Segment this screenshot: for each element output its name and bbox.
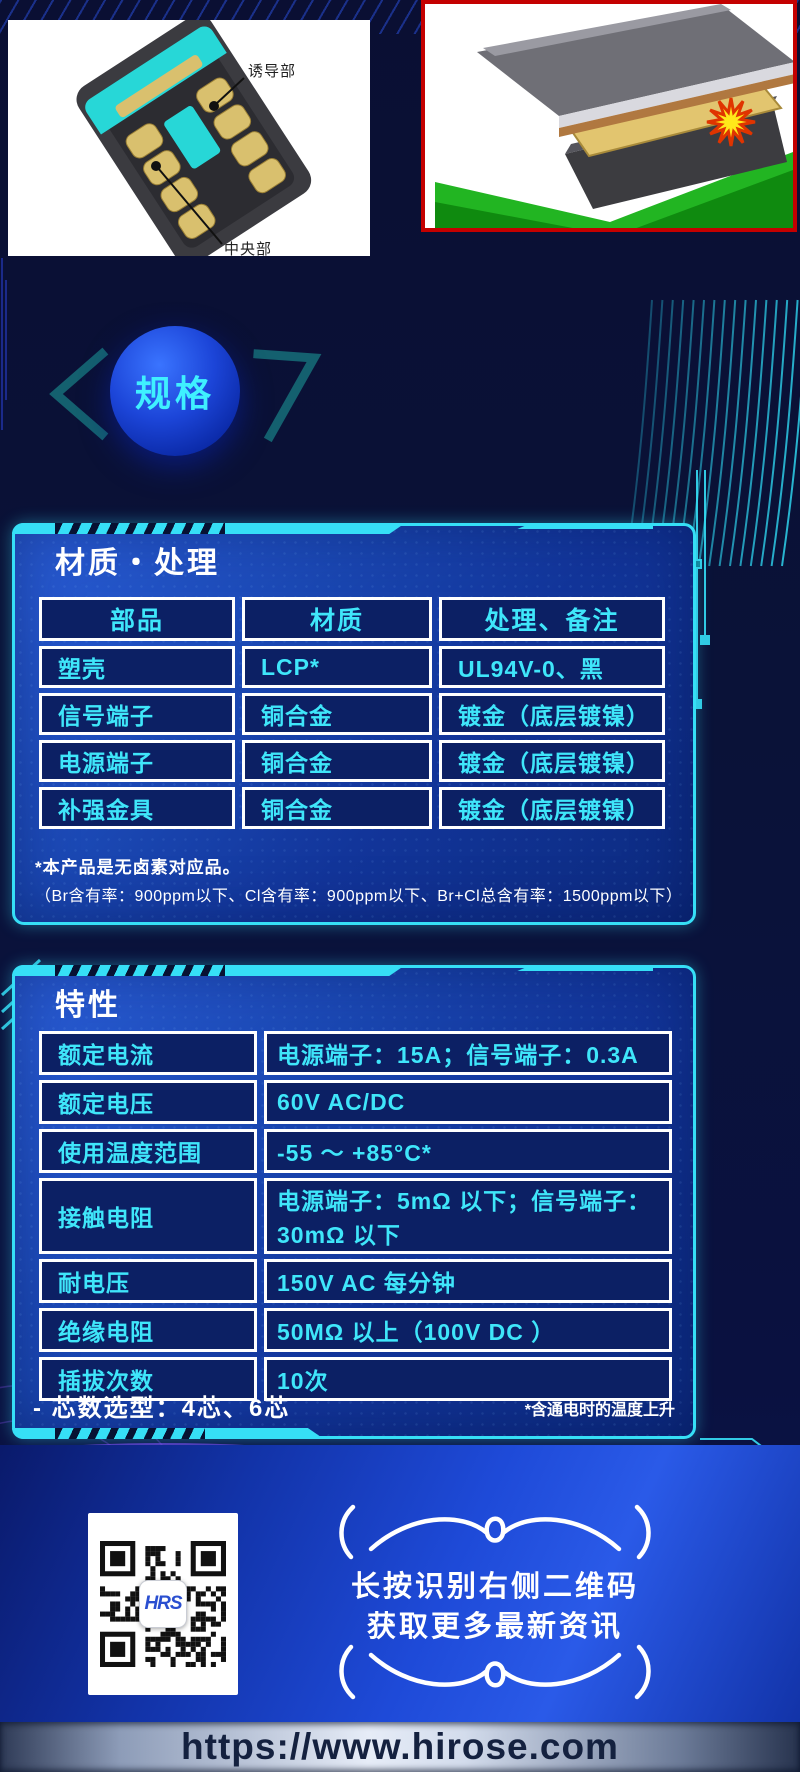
mating-warning-image: [421, 0, 797, 232]
spec-value: 电源端子：5mΩ 以下；信号端子：30mΩ 以下: [264, 1178, 672, 1254]
halogen-free-footnote: *本产品是无卤素对应品。: [35, 858, 241, 877]
column-header: 处理、备注: [439, 597, 665, 641]
table-row: 使用温度范围 -55 ～ +85°C*: [39, 1129, 672, 1173]
spec-label: 额定电流: [39, 1031, 257, 1075]
pin-count-note: - 芯数选型：4芯、6芯: [33, 1395, 291, 1422]
panel-top-bar2-decor: [517, 965, 653, 971]
table-row: 额定电流 电源端子：15A；信号端子：0.3A: [39, 1031, 672, 1075]
cell-part: 信号端子: [39, 693, 235, 735]
spec-value: 10次: [264, 1357, 672, 1401]
cell-material: 铜合金: [242, 787, 432, 829]
badge-label: 规格: [134, 373, 215, 414]
table-row: 耐电压 150V AC 每分钟: [39, 1259, 672, 1303]
cell-finish: UL94V-0、黑: [439, 646, 665, 688]
flourish-ornament-bottom: [339, 1644, 651, 1700]
footer-url[interactable]: https://www.hirose.com: [181, 1726, 619, 1767]
table-row: 额定电压 60V AC/DC: [39, 1080, 672, 1124]
flourish-ornament-top: [339, 1504, 651, 1560]
table-row: 信号端子 铜合金 镀金（底层镀镍）: [39, 693, 665, 735]
cell-material: 铜合金: [242, 740, 432, 782]
cell-material: 铜合金: [242, 693, 432, 735]
spec-value: 电源端子：15A；信号端子：0.3A: [264, 1031, 672, 1075]
label-guide-part: 诱导部: [248, 63, 297, 80]
characteristics-table: 额定电流 电源端子：15A；信号端子：0.3A 额定电压 60V AC/DC 使…: [32, 1026, 679, 1406]
table-row: 绝缘电阻 50MΩ 以上（100V DC ）: [39, 1308, 672, 1352]
panel-top-dash-decor: [55, 965, 225, 976]
table-row: 电源端子 铜合金 镀金（底层镀镍）: [39, 740, 665, 782]
promo-text-line2: 获取更多最新资讯: [366, 1611, 623, 1643]
cell-part: 塑壳: [39, 646, 235, 688]
hrs-logo: HRS: [139, 1580, 187, 1628]
table-row: 插拔次数 10次: [39, 1357, 672, 1401]
promo-text-line1: 长按识别右侧二维码: [350, 1571, 639, 1603]
spec-label: 绝缘电阻: [39, 1308, 257, 1352]
characteristics-section-title: 特性: [55, 989, 121, 1022]
connector-cutaway-image: 诱导部 中央部: [8, 20, 370, 258]
cell-finish: 镀金（底层镀镍）: [439, 740, 665, 782]
panel-bottom-dash-decor: [55, 1428, 205, 1439]
column-header: 材质: [242, 597, 432, 641]
badge-chevron-decor: [49, 347, 322, 443]
spec-label: 使用温度范围: [39, 1129, 257, 1173]
cell-finish: 镀金（底层镀镍）: [439, 787, 665, 829]
spec-value: 60V AC/DC: [264, 1080, 672, 1124]
characteristics-section-panel: 特性 额定电流 电源端子：15A；信号端子：0.3A 额定电压 60V AC/D…: [12, 965, 696, 1439]
spec-value: -55 ～ +85°C*: [264, 1129, 672, 1173]
spec-value: 150V AC 每分钟: [264, 1259, 672, 1303]
cell-part: 补强金具: [39, 787, 235, 829]
material-section-title: 材质・处理: [55, 547, 220, 580]
spec-label: 耐电压: [39, 1259, 257, 1303]
cell-material: LCP*: [242, 646, 432, 688]
material-table: 部品 材质 处理、备注 塑壳 LCP* UL94V-0、黑 信号端子 铜合金 镀…: [32, 592, 672, 834]
material-section-panel: 材质・处理 部品 材质 处理、备注 塑壳 LCP* UL94V-0、黑 信号端子…: [12, 523, 696, 925]
table-row: 补强金具 铜合金 镀金（底层镀镍）: [39, 787, 665, 829]
material-header-row: 部品 材质 处理、备注: [39, 597, 665, 641]
spec-label: 接触电阻: [39, 1178, 257, 1254]
section-badge: 规格: [110, 326, 240, 456]
table-row: 接触电阻 电源端子：5mΩ 以下；信号端子：30mΩ 以下: [39, 1178, 672, 1254]
qr-code[interactable]: HRS: [88, 1513, 238, 1695]
temperature-rise-note: *含通电时的温度上升: [524, 1402, 675, 1419]
spec-label: 插拔次数: [39, 1357, 257, 1401]
label-center-part: 中央部: [224, 241, 273, 258]
cell-finish: 镀金（底层镀镍）: [439, 693, 665, 735]
spec-value: 50MΩ 以上（100V DC ）: [264, 1308, 672, 1352]
promo-zone: HRS 长按识别右侧二维码 获取更多最新资讯: [0, 1445, 800, 1722]
panel-top-bar2-decor: [517, 523, 653, 529]
column-header: 部品: [39, 597, 235, 641]
panel-top-dash-decor: [55, 523, 225, 534]
spec-label: 额定电压: [39, 1080, 257, 1124]
table-row: 塑壳 LCP* UL94V-0、黑: [39, 646, 665, 688]
cell-part: 电源端子: [39, 740, 235, 782]
halogen-content-footnote: （Br含有率：900ppm以下、Cl含有率：900ppm以下、Br+Cl总含有率…: [35, 888, 683, 905]
footer-bar: https://www.hirose.com: [0, 1722, 800, 1772]
